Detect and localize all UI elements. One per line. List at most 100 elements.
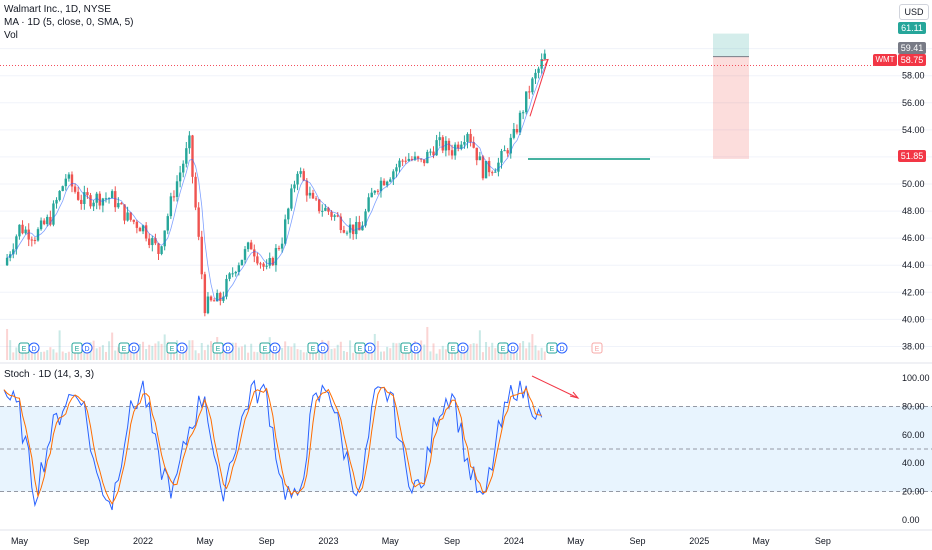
candle-body (172, 196, 176, 198)
volume-bar (469, 344, 472, 360)
volume-bar (129, 344, 132, 360)
ma-legend[interactable]: MA · 1D (5, close, 0, SMA, 5) (4, 17, 134, 28)
volume-bar (494, 348, 497, 360)
volume-bar (160, 343, 163, 360)
volume-bar (27, 348, 30, 360)
volume-bar (234, 342, 237, 360)
candle-body (39, 220, 43, 230)
candle-body (299, 171, 302, 174)
candle-body (317, 199, 321, 212)
candle-body (200, 236, 203, 275)
volume-bar (358, 353, 361, 360)
candle-body (73, 186, 77, 192)
volume-bar (296, 349, 299, 360)
candle-body (67, 174, 71, 179)
volume-bar (466, 345, 469, 360)
volume-bar (188, 340, 191, 360)
svg-text:E: E (311, 346, 316, 353)
candle-body (463, 141, 466, 145)
candle-body (389, 179, 392, 182)
price-candles (5, 49, 546, 317)
candle-body (355, 221, 358, 235)
candle-body (521, 112, 525, 114)
candle-body (212, 300, 216, 302)
volume-bar (104, 351, 107, 360)
earnings-marker: E (212, 342, 224, 354)
price-tick: 46.00 (902, 233, 925, 243)
time-tick: Sep (815, 536, 831, 546)
candle-body (21, 224, 24, 234)
candle-body (370, 192, 373, 198)
time-tick: Sep (259, 536, 275, 546)
volume-legend[interactable]: Vol (4, 30, 18, 41)
time-tick: 2022 (133, 536, 153, 546)
candle-body (129, 212, 132, 220)
volume-bar (200, 342, 203, 360)
volume-bar (58, 330, 61, 360)
volume-bar (324, 350, 327, 360)
candle-body (358, 221, 361, 231)
candle-body (497, 162, 500, 172)
candle-body (191, 135, 194, 177)
volume-bar (398, 342, 401, 360)
stoch-tick: 100.00 (902, 373, 930, 383)
main-grid (0, 48, 932, 364)
current-price-tag: 59.41 (898, 42, 926, 54)
candle-body (438, 137, 441, 141)
dividend-marker: D (364, 342, 376, 354)
volume-bar (312, 348, 314, 360)
candle-body (525, 91, 528, 113)
candle-body (132, 219, 135, 222)
candle-body (126, 212, 129, 221)
candle-body (413, 156, 417, 160)
candle-body (12, 249, 15, 255)
earnings-marker: E (591, 342, 603, 354)
volume-bar (123, 352, 126, 360)
volume-bar (389, 348, 392, 360)
candle-body (237, 265, 241, 272)
volume-bar (432, 343, 435, 360)
candle-body (419, 158, 423, 160)
dividend-marker: D (176, 342, 188, 354)
stoch-k-line (3, 379, 543, 511)
volume-bar (454, 349, 457, 360)
candle-body (49, 216, 52, 225)
currency-button[interactable]: USD (899, 4, 929, 20)
candle-body (219, 292, 222, 301)
volume-bar (488, 346, 491, 360)
earnings-marker: E (18, 342, 30, 354)
candle-body (64, 178, 67, 187)
svg-text:E: E (75, 346, 80, 353)
svg-text:E: E (595, 346, 600, 353)
volume-bar (315, 350, 318, 360)
candle-body (481, 156, 485, 179)
candle-body (540, 59, 543, 69)
symbol-tag: WMT (873, 54, 897, 66)
volume-bar (540, 347, 543, 360)
dividend-marker: D (457, 342, 469, 354)
trend-arrow-head (540, 58, 549, 66)
time-axis: May Sep 2022 May Sep 2023 May Sep 2024 May Sep 2025… (0, 529, 932, 546)
candle-body (528, 91, 531, 93)
volume-bar (543, 351, 546, 360)
stoch-axis: 0.00 20.00 40.00 60.00 80.00 100.00 (902, 373, 930, 525)
svg-text:E: E (404, 346, 409, 353)
candle-body (151, 238, 154, 246)
candle-body (327, 207, 330, 212)
stoch-legend[interactable]: Stoch · 1D (14, 3, 3) (4, 369, 95, 380)
candle-body (42, 220, 46, 225)
volume-bar (327, 340, 330, 360)
candle-body (494, 171, 497, 173)
candle-body (509, 137, 512, 154)
candle-body (395, 167, 398, 172)
candle-body (512, 129, 516, 138)
candle-body (287, 208, 290, 220)
price-tick: 50.00 (902, 179, 925, 189)
candle-body (271, 257, 275, 266)
candle-body (175, 181, 179, 197)
candle-body (466, 133, 469, 142)
volume-bar (247, 352, 250, 360)
candle-body (367, 197, 370, 212)
candle-body (401, 160, 404, 162)
